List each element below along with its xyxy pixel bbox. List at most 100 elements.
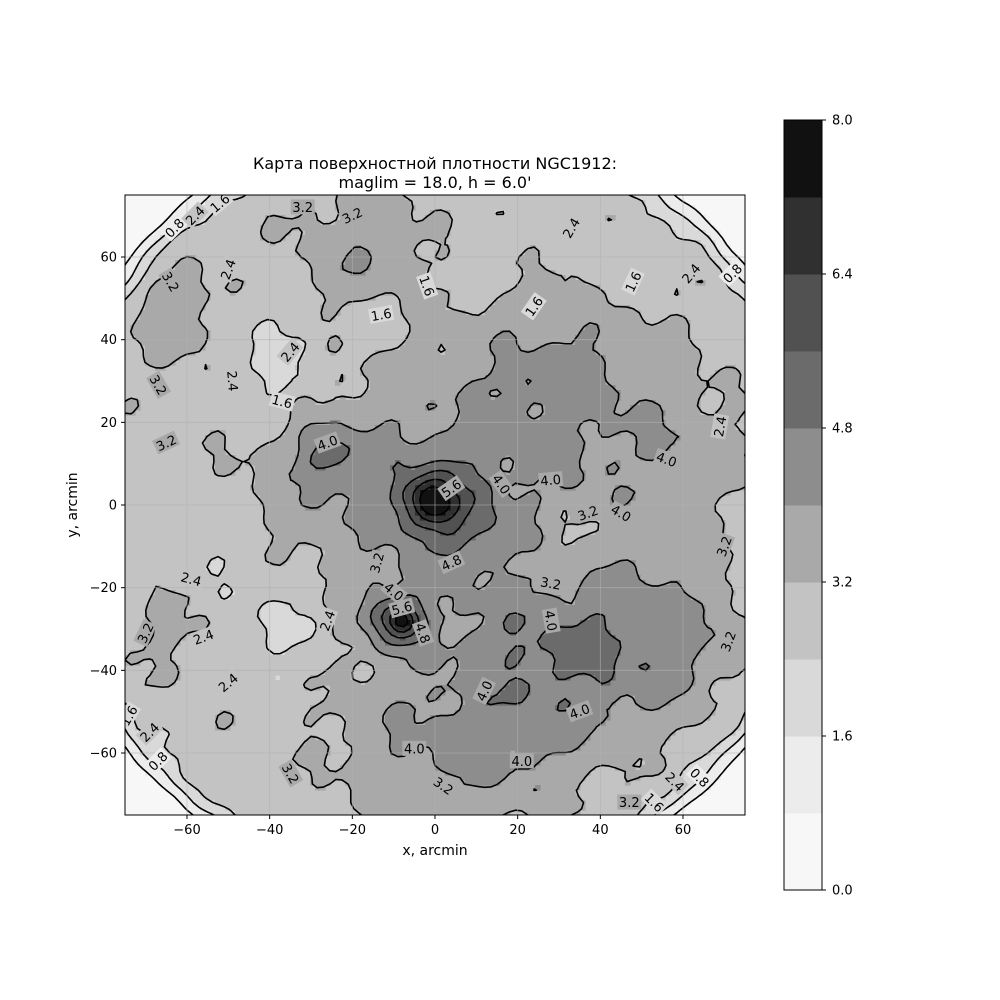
contour-label-bg	[537, 573, 564, 593]
contour-label: 4.0	[540, 473, 562, 490]
colorbar-band	[784, 813, 822, 891]
contour-label-bg	[290, 199, 315, 215]
x-axis-ticks: −60 −40 −20 0 20 40 60	[173, 815, 691, 838]
contour-label-bg	[205, 195, 234, 217]
x-tick-label: 60	[675, 823, 692, 838]
contour-label-bg	[402, 740, 427, 756]
contour-label-bg	[509, 753, 534, 769]
contour-label-bg	[677, 259, 705, 288]
contour-label-bg	[160, 213, 189, 242]
contour-label: 4.0	[541, 609, 559, 632]
contour-label-bg	[368, 304, 395, 324]
contour-label: 3.2	[619, 796, 640, 811]
contour-label-bg	[565, 700, 594, 723]
contour-label-bg	[640, 788, 669, 815]
y-tick-label: 40	[100, 333, 117, 348]
contour-line-0.8	[125, 195, 745, 815]
contour-label: 3.2	[368, 551, 388, 575]
contour-line-3.2	[125, 195, 745, 815]
colorbar-tick-label: 4.8	[832, 422, 853, 437]
contour-label: 4.0	[654, 450, 679, 471]
contour-line-6.4	[389, 478, 461, 633]
y-tick-label: −20	[90, 581, 117, 596]
contour-label: 4.0	[404, 742, 425, 757]
contour-label: 1.6	[270, 393, 294, 413]
contour-label-bg	[541, 607, 561, 634]
colorbar-tick-label: 1.6	[832, 730, 853, 745]
contour-label-bg	[538, 471, 564, 489]
y-axis-label: y, arcmin	[65, 472, 81, 537]
colorbar-frame	[783, 119, 823, 891]
contour-label-bg	[429, 772, 458, 799]
x-tick-label: 0	[431, 823, 439, 838]
contour-label-bg	[268, 390, 296, 412]
contour-label: 4.8	[411, 621, 432, 646]
contour-label-bg	[177, 568, 205, 590]
colorbar-band	[784, 582, 822, 660]
contour-label-bg	[366, 549, 388, 577]
contour-label-bg	[313, 431, 342, 454]
contour-label-bg	[718, 259, 745, 287]
contour-label: 1.6	[415, 274, 436, 299]
contour-label-bg	[146, 370, 171, 400]
contour-label-bg	[315, 606, 339, 635]
contour-label: 2.4	[192, 628, 217, 649]
contour-label: 2.4	[318, 609, 339, 634]
y-axis-ticks: −60 −40 −20 0 20 40 60	[90, 251, 125, 762]
contour-label-bg	[712, 532, 736, 561]
contour-label: 4.0	[568, 702, 593, 723]
contour-label-bg	[158, 267, 184, 296]
contour-label-bg	[135, 718, 164, 746]
contour-label-bg	[652, 447, 681, 471]
contour-line-1.6	[125, 195, 745, 815]
contour-label-bg	[661, 767, 689, 796]
contour-label-bg	[152, 430, 181, 455]
colorbar-tick-label: 8.0	[832, 114, 853, 129]
colorbar-ticks: 0.0 1.6 3.2 4.8 6.4 8.0	[822, 114, 853, 899]
colorbar-band	[784, 659, 822, 737]
contour-label-bg	[607, 500, 636, 526]
contour-label-bg	[573, 501, 602, 524]
x-tick-label: −20	[339, 823, 366, 838]
colorbar: 0.0 1.6 3.2 4.8 6.4 8.0	[783, 114, 853, 899]
colorbar-band	[784, 736, 822, 814]
x-tick-label: −40	[256, 823, 283, 838]
contour-label-bg	[437, 475, 466, 502]
contour-band-8	[390, 480, 461, 631]
x-tick-label: 40	[592, 823, 609, 838]
contour-label-bg	[133, 618, 158, 647]
y-tick-label: −60	[90, 747, 117, 762]
colorbar-band	[784, 351, 822, 429]
contour-label: 2.4	[223, 370, 240, 392]
contour-label-bg	[686, 763, 714, 792]
contour-band-3	[125, 195, 745, 815]
contour-label-bg	[488, 469, 515, 499]
colorbar-band	[784, 120, 822, 198]
contour-label: 2.4	[179, 570, 203, 590]
contour-label-bg	[621, 267, 645, 296]
contour-label-bg	[125, 701, 142, 730]
contour-label: 2.4	[219, 257, 240, 282]
contour-label: 3.2	[576, 504, 601, 525]
y-tick-label: 20	[100, 416, 117, 431]
contour-band-2	[125, 195, 745, 815]
contour-label-bg	[143, 747, 172, 775]
contour-label: 1.6	[370, 307, 393, 325]
chart-title-line-2: maglim = 18.0, h = 6.0'	[339, 173, 532, 192]
contour-label: 3.2	[292, 201, 313, 216]
y-tick-label: −40	[90, 664, 117, 679]
colorbar-tick-label: 3.2	[832, 576, 853, 591]
colorbar-tick-label: 6.4	[832, 268, 853, 283]
contour-label-bg	[278, 759, 304, 788]
contour-label-bg	[520, 292, 547, 321]
contour-band-5	[290, 245, 716, 791]
contour-label-bg	[181, 201, 209, 230]
contour-label: 3.2	[715, 534, 736, 559]
contour-label-bg	[558, 213, 584, 242]
contour-label: 5.6	[390, 599, 414, 619]
contour-label-bg	[338, 203, 367, 228]
x-axis-label: x, arcmin	[402, 843, 467, 859]
contour-label: 3.2	[719, 629, 740, 654]
colorbar-band	[784, 505, 822, 583]
